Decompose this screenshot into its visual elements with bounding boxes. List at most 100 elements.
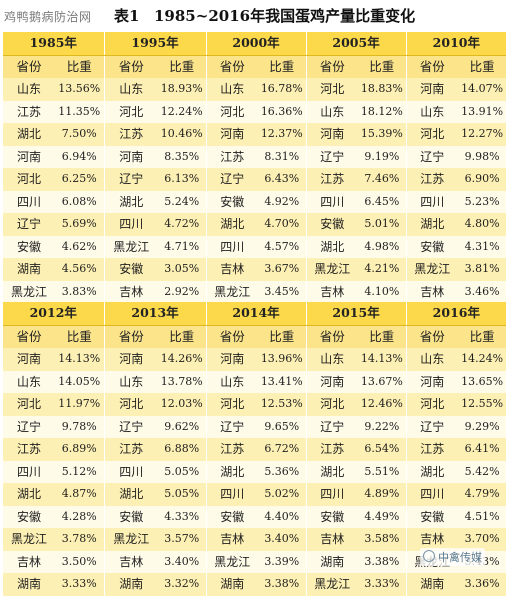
share-cell: 4.28% (55, 505, 105, 528)
table-row: 安徽 4.62% 黑龙江 4.71% 四川 4.57% 湖北 4.98% 安徽 4.31% (3, 235, 507, 258)
share-cell: 4.89% (358, 483, 407, 506)
province-cell: 四川 (205, 483, 259, 506)
share-cell: 3.58% (358, 528, 407, 551)
table-row: 四川 5.12% 四川 5.05% 湖北 5.36% 湖北 5.51% 湖北 5.42% (3, 460, 507, 483)
province-cell: 辽宁 (205, 415, 259, 438)
table-row: 河北 11.97% 河北 12.03% 河北 12.53% 河北 12.46% 河北 12.55% (3, 393, 507, 416)
province-cell: 河北 (3, 393, 55, 416)
province-cell: 吉林 (205, 528, 259, 551)
province-cell: 河北 (405, 393, 459, 416)
province-cell: 四川 (405, 483, 459, 506)
table-2012-2016: 2012年 2013年 2014年 2015年 2016年 省份 比重 省份 比重 省份 比重 省份比… (3, 302, 507, 596)
bottom-watermark: 中禽传媒 (420, 548, 485, 566)
province-cell: 黑龙江 (305, 258, 359, 281)
share-cell: 6.45% (358, 190, 407, 213)
column-header-share: 比重 (358, 55, 407, 78)
share-cell: 14.13% (358, 348, 407, 371)
province-cell: 辽宁 (3, 415, 55, 438)
province-cell: 辽宁 (305, 415, 359, 438)
share-cell: 6.88% (158, 438, 207, 461)
province-cell: 辽宁 (3, 213, 55, 236)
share-cell: 4.33% (158, 505, 207, 528)
province-cell: 河北 (103, 100, 159, 123)
province-cell: 河南 (405, 370, 459, 393)
share-cell: 15.39% (358, 123, 407, 146)
column-header-row: 省份 比重 省份 比重 省份 比重 省份 比重 省份 比重 (3, 55, 507, 78)
share-cell: 4.87% (55, 483, 105, 506)
share-cell: 3.40% (258, 528, 307, 551)
share-cell: 9.62% (158, 415, 207, 438)
province-cell: 辽宁 (103, 415, 159, 438)
year-header-row: 1985年 1995年 2000年 2005年 2010年 (3, 32, 507, 56)
province-cell: 黑龙江 (3, 528, 55, 551)
share-cell: 4.56% (55, 258, 105, 281)
province-cell: 黑龙江 (103, 235, 159, 258)
share-cell: 4.10% (358, 280, 407, 303)
share-cell: 3.78% (55, 528, 105, 551)
province-cell: 吉林 (405, 528, 459, 551)
column-header-province: 省份 (405, 325, 459, 348)
year-header-cell: 2010年 (405, 32, 507, 56)
province-cell: 山东 (205, 78, 259, 101)
table-label: 表1 (114, 7, 140, 25)
share-cell: 14.05% (55, 370, 105, 393)
share-cell: 6.43% (258, 168, 307, 191)
share-cell: 3.38% (258, 573, 307, 596)
column-header-share: 比重 (258, 325, 307, 348)
province-cell: 河南 (405, 78, 459, 101)
table-row: 湖南 4.56% 安徽 3.05% 吉林 3.67% 黑龙江 4.21% 黑龙江 3.81% (3, 258, 507, 281)
province-cell: 吉林 (205, 258, 259, 281)
share-cell: 9.65% (258, 415, 307, 438)
share-cell: 13.78% (158, 370, 207, 393)
share-cell: 4.40% (258, 505, 307, 528)
share-cell: 12.27% (458, 123, 507, 146)
share-cell: 4.72% (158, 213, 207, 236)
province-cell: 安徽 (405, 505, 459, 528)
share-cell: 9.22% (358, 415, 407, 438)
province-cell: 湖南 (405, 573, 459, 596)
share-cell: 3.45% (258, 280, 307, 303)
share-cell: 4.98% (358, 235, 407, 258)
province-cell: 湖南 (205, 573, 259, 596)
province-cell: 河南 (103, 348, 159, 371)
province-cell: 河南 (205, 123, 259, 146)
province-cell: 四川 (405, 190, 459, 213)
column-header-share: 比重 (55, 55, 105, 78)
province-cell: 湖北 (405, 460, 459, 483)
province-cell: 江苏 (305, 168, 359, 191)
year-header-cell: 2016年 (405, 302, 507, 326)
province-cell: 湖北 (3, 123, 55, 146)
province-cell: 黑龙江 (405, 258, 459, 281)
province-cell: 安徽 (405, 235, 459, 258)
share-cell: 3.46% (458, 280, 507, 303)
share-cell: 6.41% (458, 438, 507, 461)
share-cell: 3.33% (55, 573, 105, 596)
column-header-province: 省份 (205, 55, 259, 78)
table-row: 湖北 7.50% 江苏 10.46% 河南 12.37% 河南 15.39% 河北 12.27% (3, 123, 507, 146)
share-cell: 6.25% (55, 168, 105, 191)
province-cell: 四川 (3, 460, 55, 483)
share-cell: 13.41% (258, 370, 307, 393)
year-header-cell: 2013年 (103, 302, 207, 326)
share-cell: 6.90% (458, 168, 507, 191)
province-cell: 湖南 (3, 573, 55, 596)
share-cell: 5.23% (458, 190, 507, 213)
share-cell: 14.07% (458, 78, 507, 101)
column-header-share: 比重 (458, 55, 507, 78)
share-cell: 5.02% (258, 483, 307, 506)
province-cell: 安徽 (103, 505, 159, 528)
share-cell: 12.55% (458, 393, 507, 416)
province-cell: 安徽 (103, 258, 159, 281)
province-cell: 安徽 (3, 235, 55, 258)
year-header-cell: 2015年 (305, 302, 407, 326)
province-cell: 湖北 (103, 483, 159, 506)
share-cell: 13.56% (55, 78, 105, 101)
bottom-watermark-text: 中禽传媒 (438, 551, 482, 564)
province-cell: 湖北 (103, 190, 159, 213)
share-cell: 4.79% (458, 483, 507, 506)
share-cell: 5.51% (358, 460, 407, 483)
share-cell: 12.46% (358, 393, 407, 416)
column-header-province: 省份 (3, 55, 55, 78)
share-cell: 9.29% (458, 415, 507, 438)
province-cell: 江苏 (3, 100, 55, 123)
